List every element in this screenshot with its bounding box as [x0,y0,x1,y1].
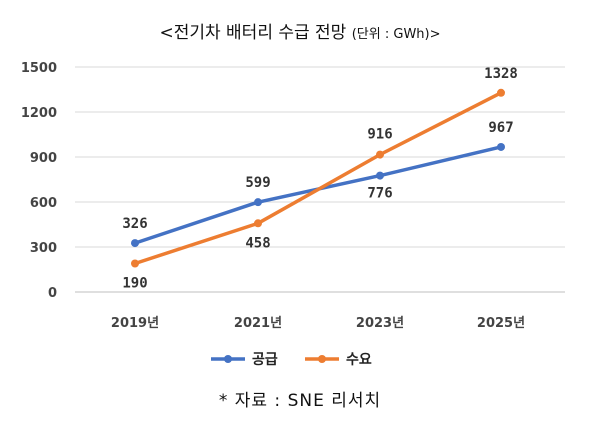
chart-title-unit: (단위 : GWh)> [351,27,441,42]
gridlines [75,66,565,293]
legend-marker-demand [318,355,326,363]
legend-label-demand: 수요 [346,352,372,368]
y-axis: 0 300 600 900 1200 1500 [21,61,57,301]
data-point [376,171,384,180]
data-label: 190 [122,276,147,292]
legend-marker-supply [224,355,232,363]
data-point [131,239,139,248]
data-label: 967 [488,120,513,136]
data-label: 776 [367,186,392,202]
data-point [497,88,505,97]
x-tick-label: 2021년 [234,316,282,331]
y-tick-label: 600 [30,196,57,211]
data-point [254,198,262,207]
series-group [131,88,505,268]
x-tick-label: 2023년 [356,316,404,331]
data-point [254,219,262,228]
data-label: 916 [367,127,392,143]
data-point [497,142,505,151]
chart-title: <전기차 배터리 수급 전망 (단위 : GWh)> [0,18,600,43]
data-point [131,259,139,268]
x-tick-label: 2025년 [477,316,525,331]
y-tick-label: 900 [30,151,57,166]
source-note: * 자료 : SNE 리서치 [218,391,382,411]
data-label: 458 [245,235,270,251]
x-tick-label: 2019년 [111,316,159,331]
legend-label-supply: 공급 [252,352,278,368]
data-label: 599 [245,175,270,191]
data-label: 1328 [484,66,518,82]
series-line-demand [133,91,503,266]
data-labels: 326 599 776 967 190 458 916 1328 [122,66,518,292]
y-tick-label: 1200 [21,106,57,121]
y-tick-label: 0 [48,286,57,301]
data-label: 326 [122,216,147,232]
series-line-supply [133,145,503,245]
x-axis: 2019년 2021년 2023년 2025년 [111,316,525,331]
y-tick-label: 1500 [21,61,57,76]
legend: 공급 수요 [211,352,372,368]
y-tick-label: 300 [30,241,57,256]
chart-title-main: <전기차 배터리 수급 전망 [159,23,352,43]
data-point [376,150,384,159]
